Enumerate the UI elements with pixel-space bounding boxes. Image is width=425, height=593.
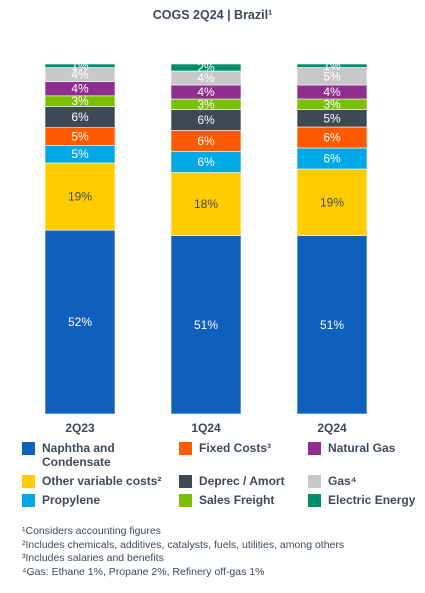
legend-label: Electric Energy [328, 493, 416, 507]
legend-swatch [22, 475, 35, 488]
legend-label: Sales Freight [199, 493, 275, 507]
data-label: 3% [71, 94, 89, 108]
data-label: 5% [323, 69, 341, 83]
data-label: 52% [68, 315, 92, 329]
bar-segment [296, 235, 368, 415]
legend-label: Propylene [42, 493, 101, 507]
data-label: 6% [197, 113, 215, 127]
data-label: 3% [197, 97, 215, 111]
data-label: 51% [320, 318, 344, 332]
data-label: 6% [197, 134, 215, 148]
bar-segment [170, 172, 242, 236]
stacked-bar-chart: 52%19%5%5%6%3%4%4%1%51%18%6%6%6%3%4%4%2%… [44, 59, 368, 435]
data-label: 4% [71, 82, 89, 96]
legend-item: Electric Energy [308, 493, 423, 507]
legend-item: Gas⁴ [308, 474, 423, 488]
data-label: 18% [194, 197, 218, 211]
legend-swatch [308, 442, 321, 455]
chart-title: COGS 2Q24 | Brazil¹ [152, 8, 273, 22]
legend-swatch [308, 475, 321, 488]
data-label: 6% [71, 110, 89, 124]
legend-label: Natural Gas [328, 441, 396, 455]
data-label: 6% [323, 152, 341, 166]
legend-item: Other variable costs² [22, 474, 162, 488]
bar-segment [296, 168, 368, 236]
legend-item: Naphtha and Condensate [22, 441, 162, 469]
data-label: 1% [71, 59, 89, 73]
data-label: 5% [71, 129, 89, 143]
legend-label: Other variable costs² [42, 474, 162, 488]
category-labels: 2Q23 1Q24 2Q24 [65, 421, 347, 435]
data-label: 6% [323, 131, 341, 145]
data-label: 5% [71, 147, 89, 161]
bar-segment [44, 229, 116, 415]
legend-item: Sales Freight [179, 493, 304, 507]
data-label: 4% [323, 85, 341, 99]
legend-label: Naphtha and Condensate [42, 441, 115, 469]
legend-label: Fixed Costs³ [199, 441, 272, 455]
category-label: 2Q23 [65, 421, 95, 435]
legend-label: Deprec / Amort [199, 474, 285, 488]
footnote-2: ²Includes chemicals, additives, catalyst… [22, 538, 345, 551]
legend-item: Deprec / Amort [179, 474, 304, 488]
data-label: 3% [323, 97, 341, 111]
bars-group: 52%19%5%5%6%3%4%4%1%51%18%6%6%6%3%4%4%2%… [44, 59, 368, 415]
legend-item: Propylene [22, 493, 162, 507]
data-label: 4% [71, 68, 89, 82]
legend-label: Gas⁴ [328, 474, 357, 488]
category-label: 1Q24 [191, 421, 221, 435]
legend-item: Fixed Costs³ [179, 441, 304, 455]
bar-segment [170, 235, 242, 415]
legend-swatch [179, 494, 192, 507]
footnotes: ¹Considers accounting figures ²Includes … [22, 525, 344, 579]
legend-swatch [308, 494, 321, 507]
bar-segment [296, 63, 368, 68]
data-label: 4% [197, 85, 215, 99]
data-label: 6% [197, 155, 215, 169]
legend-swatch [22, 494, 35, 507]
data-label: 1% [323, 59, 341, 73]
legend-swatch [22, 442, 35, 455]
footnote-3: ³Includes salaries and benefits [22, 552, 164, 565]
footnote-1: ¹Considers accounting figures [22, 525, 161, 537]
data-label: 19% [68, 190, 92, 204]
legend-swatch [179, 475, 192, 488]
data-label: 19% [320, 195, 344, 209]
data-label: 4% [197, 71, 215, 85]
legend-swatch [179, 442, 192, 455]
bar-segment [170, 63, 242, 72]
data-label: 2% [197, 61, 215, 75]
legend-item: Natural Gas [308, 441, 423, 455]
category-label: 2Q24 [317, 421, 347, 435]
footnote-4: ⁴Gas: Ethane 1%, Propane 2%, Refinery of… [22, 565, 265, 578]
data-label: 51% [194, 318, 218, 332]
data-label: 5% [323, 111, 341, 125]
bar-segment [44, 63, 116, 68]
bar-segment [44, 162, 116, 231]
